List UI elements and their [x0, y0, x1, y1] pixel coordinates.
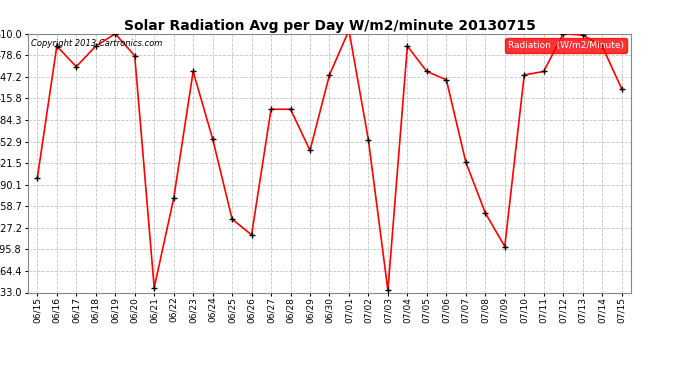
Title: Solar Radiation Avg per Day W/m2/minute 20130715: Solar Radiation Avg per Day W/m2/minute … — [124, 19, 535, 33]
Text: Copyright 2013 Cartronics.com: Copyright 2013 Cartronics.com — [30, 39, 162, 48]
Legend: Radiation  (W/m2/Minute): Radiation (W/m2/Minute) — [505, 38, 627, 53]
